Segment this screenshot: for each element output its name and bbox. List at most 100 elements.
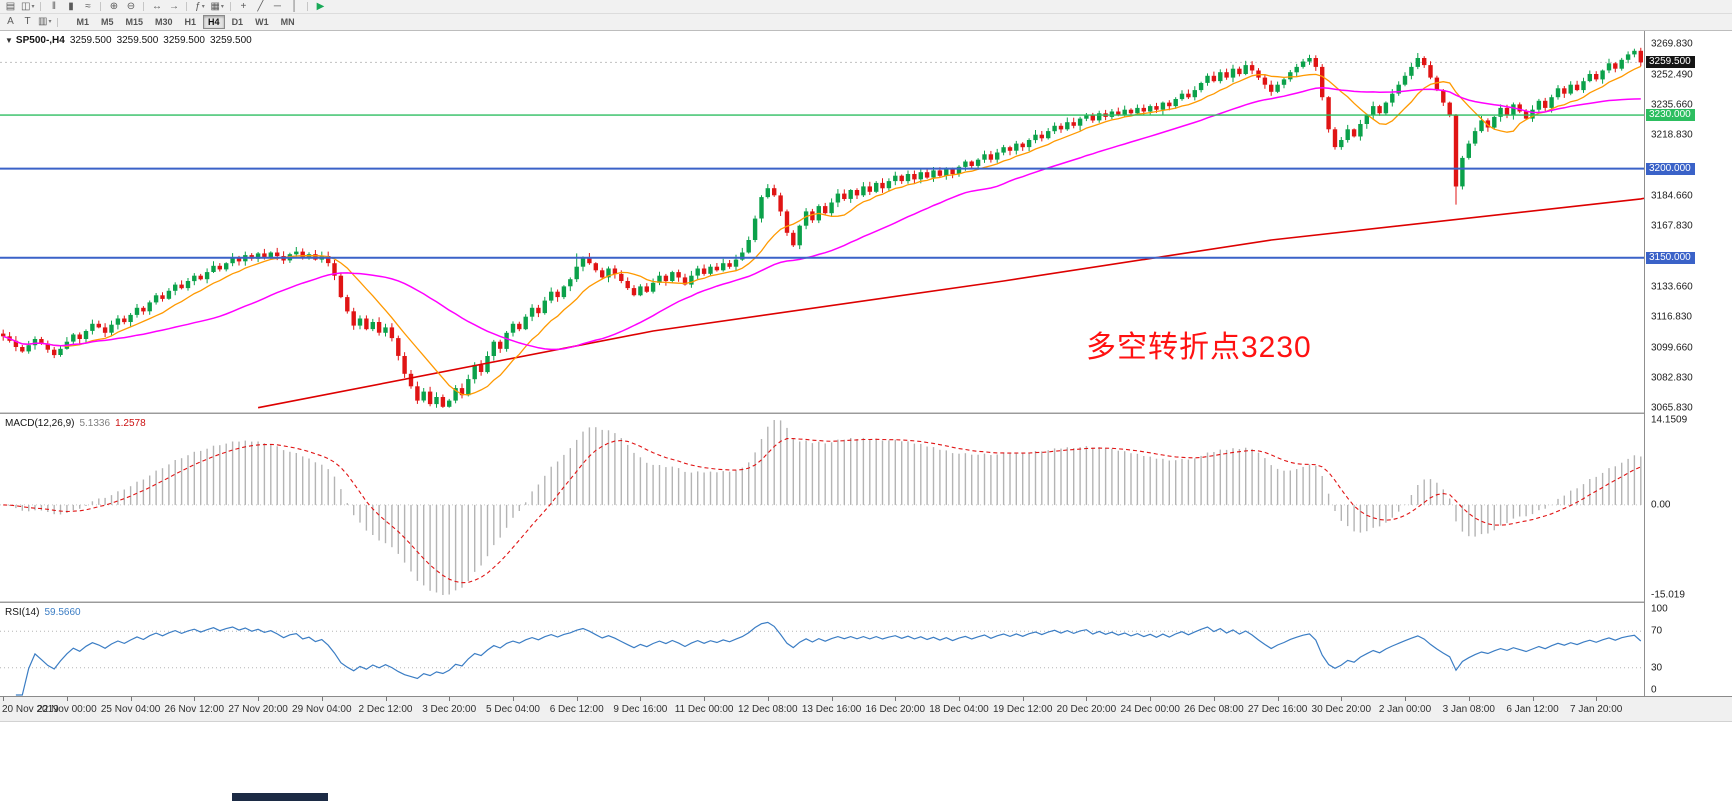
time-axis-label: 25 Nov 04:00 xyxy=(100,704,161,715)
dropdown-caret-icon: ▾ xyxy=(220,3,224,10)
toolbar-bar-chart-mode-button[interactable]: ‖ xyxy=(45,1,62,13)
ohlc-value: 3259.500 xyxy=(116,35,159,46)
time-axis-tick xyxy=(959,697,960,701)
taskbar-fragment xyxy=(232,793,328,801)
toolbar-crosshair-button[interactable]: + xyxy=(235,1,252,13)
time-axis-tick xyxy=(1086,697,1088,701)
auto-scroll-icon: ↔ xyxy=(151,0,162,12)
toolbar-indicators-button[interactable]: ƒ ▾ xyxy=(191,1,208,13)
time-axis-tick xyxy=(1596,697,1598,701)
toolbar-vertical-line-button[interactable]: │ xyxy=(286,1,303,13)
toolbar-templates-button[interactable]: ▦ ▾ xyxy=(208,1,225,13)
time-axis-tick xyxy=(704,697,706,701)
macd-chart[interactable] xyxy=(0,414,1644,601)
time-axis-label: 20 Nov 2019 xyxy=(2,704,59,715)
time-axis-tick xyxy=(895,697,897,701)
toolbar-chart-profiles-button[interactable]: ◫ ▾ xyxy=(19,1,36,13)
rsi-header: RSI(14) 59.5660 xyxy=(5,607,81,618)
dropdown-caret-icon: ▾ xyxy=(31,3,35,10)
time-axis-label: 27 Dec 16:00 xyxy=(1247,704,1308,715)
time-axis-tick xyxy=(1532,697,1534,701)
toolbar-separator xyxy=(306,2,308,11)
toolbar-zoom-in-button[interactable]: ⊕ xyxy=(105,1,122,13)
rsi-axis-label: 70 xyxy=(1651,625,1663,637)
toolbar-objects-list-button[interactable]: ▥ ▾ xyxy=(36,16,53,28)
objects-list-icon: ▥ xyxy=(38,16,48,27)
time-axis-label: 2 Jan 00:00 xyxy=(1378,704,1432,715)
time-axis-label: 27 Nov 20:00 xyxy=(228,704,288,715)
time-axis-tick xyxy=(513,697,514,701)
toolbar-chart-shift-button[interactable]: → xyxy=(165,1,182,13)
chart-area: ▼ SP500-,H4 3259.500 3259.500 3259.500 3259.5… xyxy=(0,31,1732,801)
timeframe-mn-button[interactable]: MN xyxy=(276,15,300,29)
timeframe-m1-button[interactable]: M1 xyxy=(71,15,94,29)
trendline-icon: ╱ xyxy=(257,0,264,12)
macd-signal-line xyxy=(3,438,1642,584)
macd-signal-value: 1.2578 xyxy=(115,418,146,429)
price-axis-label: 3133.660 xyxy=(1651,281,1693,293)
panel-divider[interactable] xyxy=(0,601,1732,603)
symbol-header: ▼ SP500-,H4 3259.500 3259.500 3259.500 3259.5… xyxy=(5,35,252,46)
toolbar-candlestick-mode-button[interactable]: ▮ xyxy=(62,1,79,13)
time-axis[interactable]: 20 Nov 2019 22 Nov 00:00 25 Nov 04:00 26 No… xyxy=(0,696,1732,722)
macd-axis-label: 0.00 xyxy=(1651,499,1671,511)
trend-ma-line xyxy=(257,197,1644,409)
time-axis-label: 11 Dec 00:00 xyxy=(674,704,734,715)
toolbar-trendline-button[interactable]: ╱ xyxy=(252,1,269,13)
time-axis-tick xyxy=(3,697,5,701)
timeframe-m5-button[interactable]: M5 xyxy=(96,15,119,29)
time-axis-label: 5 Dec 04:00 xyxy=(486,704,540,715)
time-axis-label: 24 Dec 00:00 xyxy=(1120,704,1180,715)
candlestick-chart[interactable] xyxy=(0,31,1644,412)
price-axis[interactable]: 3269.830 3259.500 3252.490 3235.660 3230.000… xyxy=(1644,31,1732,696)
toolbar-line-chart-mode-button[interactable]: ≈ xyxy=(79,1,96,13)
candlestick-mode-icon: ▮ xyxy=(68,0,74,12)
toolbar-text-tool-button[interactable]: T xyxy=(19,16,36,28)
toolbar-horizontal-line-button[interactable]: ─ xyxy=(269,1,286,13)
price-axis-label: 3167.830 xyxy=(1651,220,1693,232)
timeframe-m15-button[interactable]: M15 xyxy=(121,15,149,29)
time-axis-tick xyxy=(1405,697,1406,701)
rsi-panel[interactable]: RSI(14) 59.5660 xyxy=(0,603,1644,696)
time-axis-tick xyxy=(258,697,260,701)
time-axis-label: 16 Dec 20:00 xyxy=(865,704,926,715)
dropdown-caret-icon: ▾ xyxy=(201,3,205,10)
macd-panel[interactable]: MACD(12,26,9) 5.1336 1.2578 xyxy=(0,414,1644,601)
drawing-tools-group: A T ▥ ▾ xyxy=(2,16,53,28)
time-axis-label: 29 Nov 04:00 xyxy=(292,704,352,715)
timeframe-h4-button[interactable]: H4 xyxy=(203,15,225,29)
rsi-axis-label: 100 xyxy=(1651,603,1668,615)
timeframe-d1-button[interactable]: D1 xyxy=(227,15,249,29)
toolbar-cursor-tool-button[interactable]: A xyxy=(2,16,19,28)
toolbar-zoom-out-button[interactable]: ⊖ xyxy=(122,1,139,13)
ma-slow-line xyxy=(2,86,1641,351)
toolbar-auto-scroll-button[interactable]: ↔ xyxy=(148,1,165,13)
crosshair-icon: + xyxy=(240,0,247,12)
cursor-tool-icon: A xyxy=(7,16,14,27)
indicators-icon: ƒ xyxy=(195,0,201,12)
panel-divider[interactable] xyxy=(0,412,1732,414)
horizontal-line-icon: ─ xyxy=(273,0,281,12)
toolbar-new-chart-button[interactable]: ▤ xyxy=(2,1,19,13)
toolbar-separator xyxy=(229,2,231,11)
price-chart-panel[interactable]: ▼ SP500-,H4 3259.500 3259.500 3259.500 3259.5… xyxy=(0,31,1644,412)
time-axis-tick xyxy=(194,697,196,701)
time-axis-tick xyxy=(1468,697,1470,701)
collapse-chart-icon[interactable]: ▼ xyxy=(5,36,13,45)
toolbar-autotrading-button[interactable]: ▶ xyxy=(312,1,329,13)
timeframe-h1-button[interactable]: H1 xyxy=(180,15,202,29)
timeframe-w1-button[interactable]: W1 xyxy=(250,15,274,29)
toolbar-separator xyxy=(57,17,59,27)
chart-shift-icon: → xyxy=(168,0,179,12)
symbol-name: SP500-,H4 xyxy=(15,35,65,46)
ohlc-value: 3259.500 xyxy=(163,35,205,46)
rsi-chart[interactable] xyxy=(0,603,1644,696)
rsi-line xyxy=(15,621,1642,696)
text-tool-icon: T xyxy=(24,16,31,27)
price-axis-label: 3269.830 xyxy=(1651,38,1693,50)
toolbar-separator xyxy=(40,2,42,11)
rsi-value: 59.5660 xyxy=(44,607,81,618)
time-axis-label: 22 Nov 00:00 xyxy=(37,704,97,715)
macd-histogram xyxy=(8,420,1642,595)
timeframe-m30-button[interactable]: M30 xyxy=(150,15,178,29)
